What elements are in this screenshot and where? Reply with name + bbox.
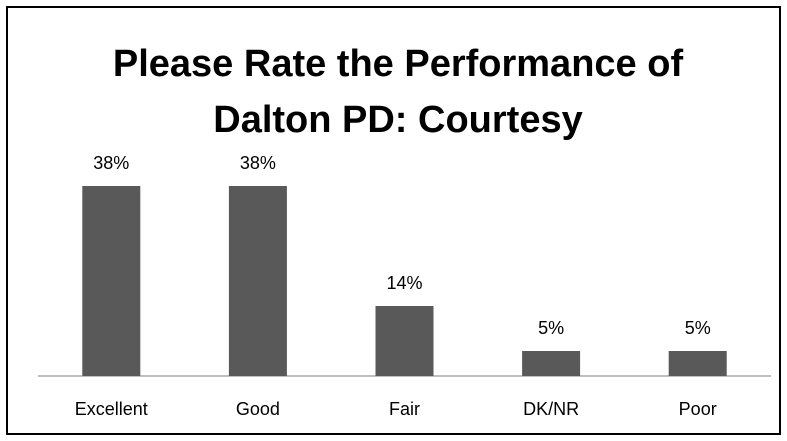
bar — [375, 306, 434, 376]
x-tick-label: Poor — [679, 399, 717, 419]
data-label: 5% — [685, 318, 711, 338]
x-tick-label: DK/NR — [523, 399, 579, 419]
data-label: 5% — [538, 318, 564, 338]
data-label: 14% — [386, 273, 422, 293]
data-label: 38% — [240, 153, 276, 173]
x-tick-label: Excellent — [75, 399, 148, 419]
x-tick-label: Good — [236, 399, 280, 419]
bar — [668, 351, 727, 376]
data-label: 38% — [93, 153, 129, 173]
bar — [82, 186, 141, 376]
bar — [228, 186, 287, 376]
bar — [522, 351, 581, 376]
chart-title: Please Rate the Performance of Dalton PD… — [112, 43, 684, 141]
x-tick-label: Fair — [389, 399, 420, 419]
